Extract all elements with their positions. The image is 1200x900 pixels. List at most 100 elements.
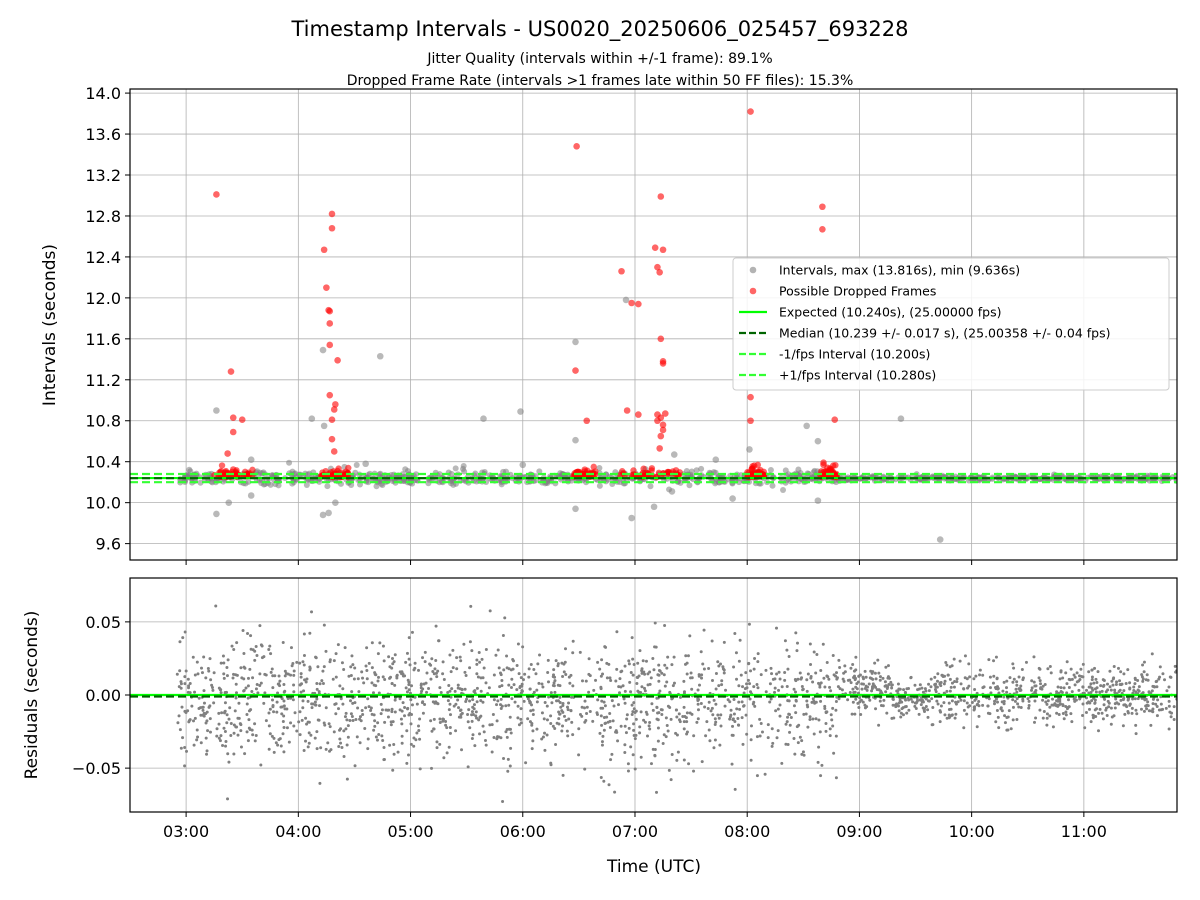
residual-point bbox=[377, 732, 381, 736]
residual-point bbox=[648, 721, 652, 725]
residual-point bbox=[1073, 699, 1077, 703]
residual-point bbox=[571, 684, 575, 688]
residual-point bbox=[641, 659, 645, 663]
plot-area bbox=[130, 108, 1177, 543]
residual-point bbox=[736, 717, 740, 721]
residual-point bbox=[562, 662, 566, 666]
residual-point bbox=[468, 726, 472, 730]
residual-point bbox=[308, 631, 312, 635]
residual-point bbox=[367, 705, 371, 709]
residual-point bbox=[793, 752, 797, 756]
residual-point bbox=[428, 662, 432, 666]
residual-point bbox=[636, 689, 640, 693]
dropped-frame-point bbox=[328, 435, 336, 443]
residual-point bbox=[901, 713, 905, 717]
residual-point bbox=[797, 723, 801, 727]
residual-point bbox=[859, 713, 863, 717]
residual-point bbox=[1089, 720, 1093, 724]
residual-point bbox=[652, 668, 656, 672]
residual-point bbox=[806, 725, 810, 729]
dropped-frame-point bbox=[819, 203, 826, 211]
residual-point bbox=[516, 704, 520, 708]
interval-point bbox=[225, 499, 233, 506]
residual-point bbox=[513, 700, 517, 704]
residual-point bbox=[259, 681, 263, 685]
residual-point bbox=[685, 720, 689, 724]
residual-point bbox=[808, 718, 812, 722]
residual-point bbox=[722, 671, 726, 675]
residual-point bbox=[992, 674, 996, 678]
residual-point bbox=[1130, 711, 1134, 715]
residual-point bbox=[272, 736, 276, 740]
legend-label-3: Median (10.239 +/- 0.017 s), (25.00358 +… bbox=[779, 326, 1110, 341]
residual-point bbox=[1165, 689, 1169, 693]
legend-marker-0 bbox=[749, 266, 757, 274]
residual-point bbox=[778, 677, 782, 681]
residual-point bbox=[968, 704, 972, 708]
residual-point bbox=[1081, 713, 1085, 717]
residual-point bbox=[448, 726, 452, 730]
residual-point bbox=[1015, 680, 1019, 684]
residual-point bbox=[457, 706, 461, 710]
residual-point bbox=[183, 746, 187, 750]
residual-point bbox=[205, 710, 209, 714]
residual-point bbox=[542, 717, 546, 721]
interval-point bbox=[247, 492, 255, 499]
residual-point bbox=[413, 695, 417, 699]
interval-point bbox=[245, 478, 252, 485]
residual-point bbox=[373, 671, 377, 675]
residual-point bbox=[811, 717, 815, 721]
residual-point bbox=[1000, 700, 1004, 704]
residual-point bbox=[285, 707, 289, 711]
residual-point bbox=[1057, 712, 1061, 716]
residual-point bbox=[649, 762, 653, 766]
residual-point bbox=[181, 636, 185, 640]
residual-point bbox=[853, 690, 857, 694]
residual-point bbox=[678, 695, 682, 699]
residual-point bbox=[891, 703, 895, 707]
residual-point bbox=[853, 712, 857, 716]
residual-point bbox=[621, 684, 625, 688]
residual-point bbox=[1095, 681, 1099, 685]
residual-point bbox=[510, 697, 514, 701]
residual-point bbox=[640, 685, 644, 689]
residual-point bbox=[410, 703, 414, 707]
residual-point bbox=[1005, 679, 1009, 683]
residual-point bbox=[206, 667, 210, 671]
residual-point bbox=[918, 683, 922, 687]
residual-point bbox=[1107, 701, 1111, 705]
residual-point bbox=[351, 663, 355, 667]
residual-point bbox=[947, 713, 951, 717]
residual-point bbox=[313, 736, 317, 740]
residual-point bbox=[400, 722, 404, 726]
residual-point bbox=[376, 679, 380, 683]
residual-point bbox=[660, 708, 664, 712]
residual-point bbox=[315, 730, 319, 734]
residual-point bbox=[887, 682, 891, 686]
residual-point bbox=[988, 686, 992, 690]
residual-point bbox=[1083, 726, 1087, 730]
chart-subtitle-dropped: Dropped Frame Rate (intervals >1 frames … bbox=[347, 73, 854, 89]
residual-point bbox=[821, 642, 825, 646]
residual-point bbox=[204, 736, 208, 740]
residual-point bbox=[770, 672, 774, 676]
residual-point bbox=[942, 701, 946, 705]
residual-point bbox=[806, 705, 810, 709]
interval-point bbox=[353, 462, 360, 469]
residual-point bbox=[605, 715, 609, 719]
top-y-tick-label: 13.2 bbox=[85, 166, 121, 185]
residual-point bbox=[438, 717, 442, 721]
residual-point bbox=[292, 683, 296, 687]
interval-point bbox=[460, 465, 467, 472]
residual-point bbox=[435, 740, 439, 744]
residual-point bbox=[752, 685, 756, 689]
residual-point bbox=[484, 681, 488, 685]
residual-point bbox=[401, 672, 405, 676]
residual-point bbox=[567, 701, 571, 705]
residual-point bbox=[492, 736, 496, 740]
residual-point bbox=[788, 723, 792, 727]
residual-point bbox=[479, 676, 483, 680]
residual-point bbox=[298, 683, 302, 687]
residual-point bbox=[1119, 698, 1123, 702]
